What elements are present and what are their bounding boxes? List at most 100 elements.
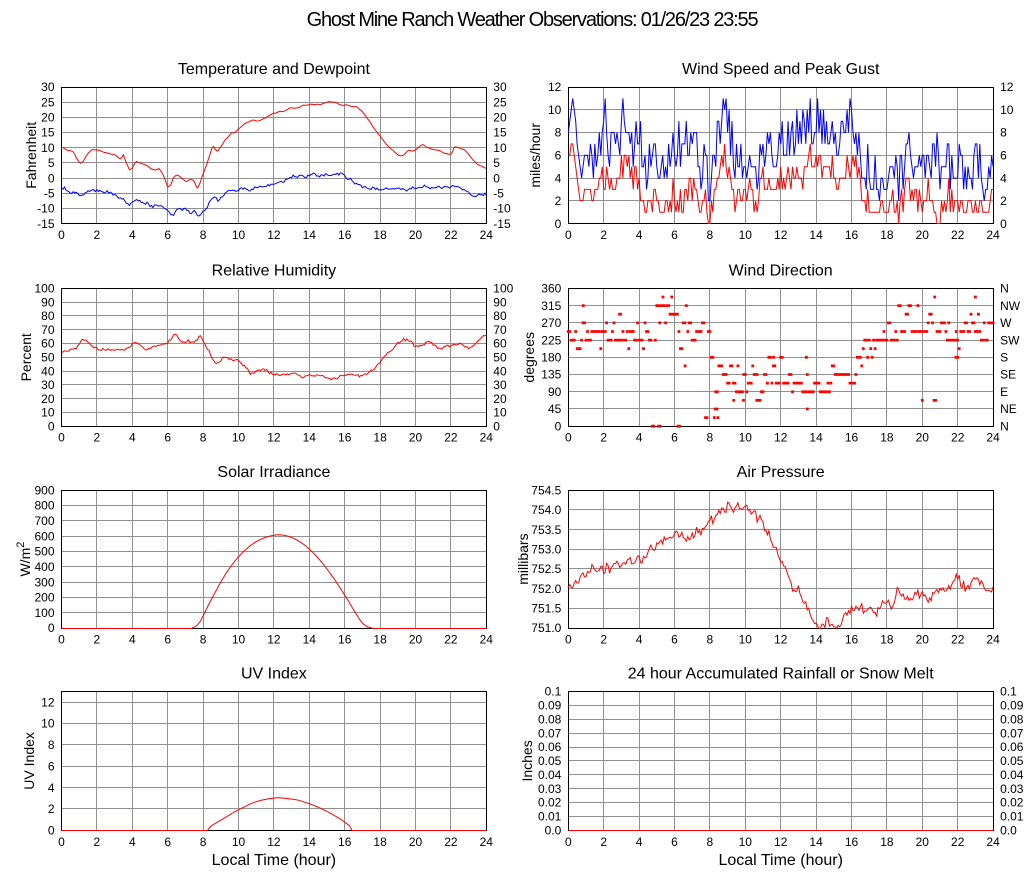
svg-text:10: 10 [232,835,246,849]
svg-text:0.08: 0.08 [538,713,562,727]
svg-text:24: 24 [480,228,494,242]
svg-text:10: 10 [232,431,246,445]
svg-text:0.01: 0.01 [1000,810,1024,824]
svg-text:16: 16 [338,431,352,445]
svg-text:6: 6 [671,431,678,445]
svg-text:6: 6 [164,431,171,445]
svg-text:8: 8 [200,633,207,647]
svg-text:4: 4 [129,633,136,647]
svg-text:10: 10 [739,431,753,445]
svg-text:24: 24 [986,228,1000,242]
svg-text:751.5: 751.5 [531,602,561,616]
svg-text:8: 8 [200,835,207,849]
svg-text:2: 2 [94,835,101,849]
svg-text:10: 10 [493,406,507,420]
svg-text:0: 0 [565,228,572,242]
svg-text:0: 0 [48,824,55,838]
svg-text:S: S [1000,351,1008,365]
svg-text:0: 0 [58,633,65,647]
svg-text:8: 8 [707,835,714,849]
svg-text:W/m2: W/m2 [15,542,33,577]
svg-text:60: 60 [41,337,55,351]
svg-text:NW: NW [1000,299,1021,313]
svg-text:Wind Speed and Peak Gust: Wind Speed and Peak Gust [682,61,880,78]
svg-text:NE: NE [1000,402,1017,416]
svg-text:751.0: 751.0 [531,621,561,635]
svg-text:10: 10 [41,717,55,731]
svg-text:22: 22 [444,835,458,849]
svg-text:8: 8 [200,228,207,242]
svg-text:180: 180 [541,351,561,365]
svg-text:14: 14 [303,633,317,647]
svg-text:-15: -15 [493,217,511,231]
svg-text:200: 200 [34,591,54,605]
svg-text:0: 0 [58,431,65,445]
svg-text:0.02: 0.02 [1000,796,1024,810]
svg-text:20: 20 [916,431,930,445]
svg-text:12: 12 [267,633,281,647]
svg-text:4: 4 [129,228,136,242]
svg-text:0: 0 [565,835,572,849]
svg-text:6: 6 [48,759,55,773]
svg-text:25: 25 [493,95,507,109]
svg-text:752.5: 752.5 [531,562,561,576]
svg-text:8: 8 [707,228,714,242]
svg-text:40: 40 [41,364,55,378]
svg-text:Inches: Inches [519,740,535,781]
svg-text:0.1: 0.1 [1000,685,1017,699]
svg-text:8: 8 [707,431,714,445]
svg-text:18: 18 [880,835,894,849]
svg-text:0: 0 [58,228,65,242]
svg-text:90: 90 [41,295,55,309]
svg-text:80: 80 [41,309,55,323]
svg-text:4: 4 [129,431,136,445]
svg-text:70: 70 [41,323,55,337]
svg-text:degrees: degrees [521,332,537,383]
svg-text:18: 18 [880,633,894,647]
svg-text:Fahrenheit: Fahrenheit [23,122,39,189]
svg-text:30: 30 [493,80,507,94]
svg-text:18: 18 [373,228,387,242]
svg-text:60: 60 [493,337,507,351]
svg-text:12: 12 [774,228,788,242]
svg-text:millibars: millibars [515,533,531,584]
svg-text:20: 20 [409,431,423,445]
svg-text:80: 80 [493,309,507,323]
svg-text:6: 6 [164,228,171,242]
svg-text:800: 800 [34,499,54,513]
svg-text:20: 20 [409,633,423,647]
svg-text:-15: -15 [37,217,55,231]
svg-text:0.07: 0.07 [1000,726,1024,740]
svg-text:4: 4 [636,431,643,445]
svg-text:0.09: 0.09 [538,699,562,713]
svg-text:W: W [1000,316,1012,330]
svg-text:Local Time (hour): Local Time (hour) [718,852,843,869]
svg-text:4: 4 [555,171,562,185]
svg-text:E: E [1000,385,1008,399]
svg-text:0: 0 [1000,217,1007,231]
svg-text:0: 0 [565,633,572,647]
svg-text:2: 2 [94,228,101,242]
svg-text:22: 22 [951,633,965,647]
svg-text:20: 20 [41,392,55,406]
svg-text:2: 2 [1000,194,1007,208]
svg-text:-5: -5 [44,186,55,200]
svg-text:40: 40 [493,364,507,378]
svg-text:12: 12 [548,80,562,94]
svg-text:20: 20 [41,111,55,125]
svg-text:miles/hour: miles/hour [527,123,543,188]
svg-text:14: 14 [809,633,823,647]
svg-text:-10: -10 [37,202,55,216]
svg-text:18: 18 [373,835,387,849]
svg-text:14: 14 [809,228,823,242]
svg-text:2: 2 [94,633,101,647]
svg-text:8: 8 [555,126,562,140]
svg-text:0.0: 0.0 [545,824,562,838]
svg-text:500: 500 [34,545,54,559]
svg-text:20: 20 [493,111,507,125]
svg-text:753.5: 753.5 [531,523,561,537]
svg-text:0.01: 0.01 [538,810,562,824]
svg-text:10: 10 [232,633,246,647]
svg-text:24: 24 [480,431,494,445]
svg-text:50: 50 [41,351,55,365]
